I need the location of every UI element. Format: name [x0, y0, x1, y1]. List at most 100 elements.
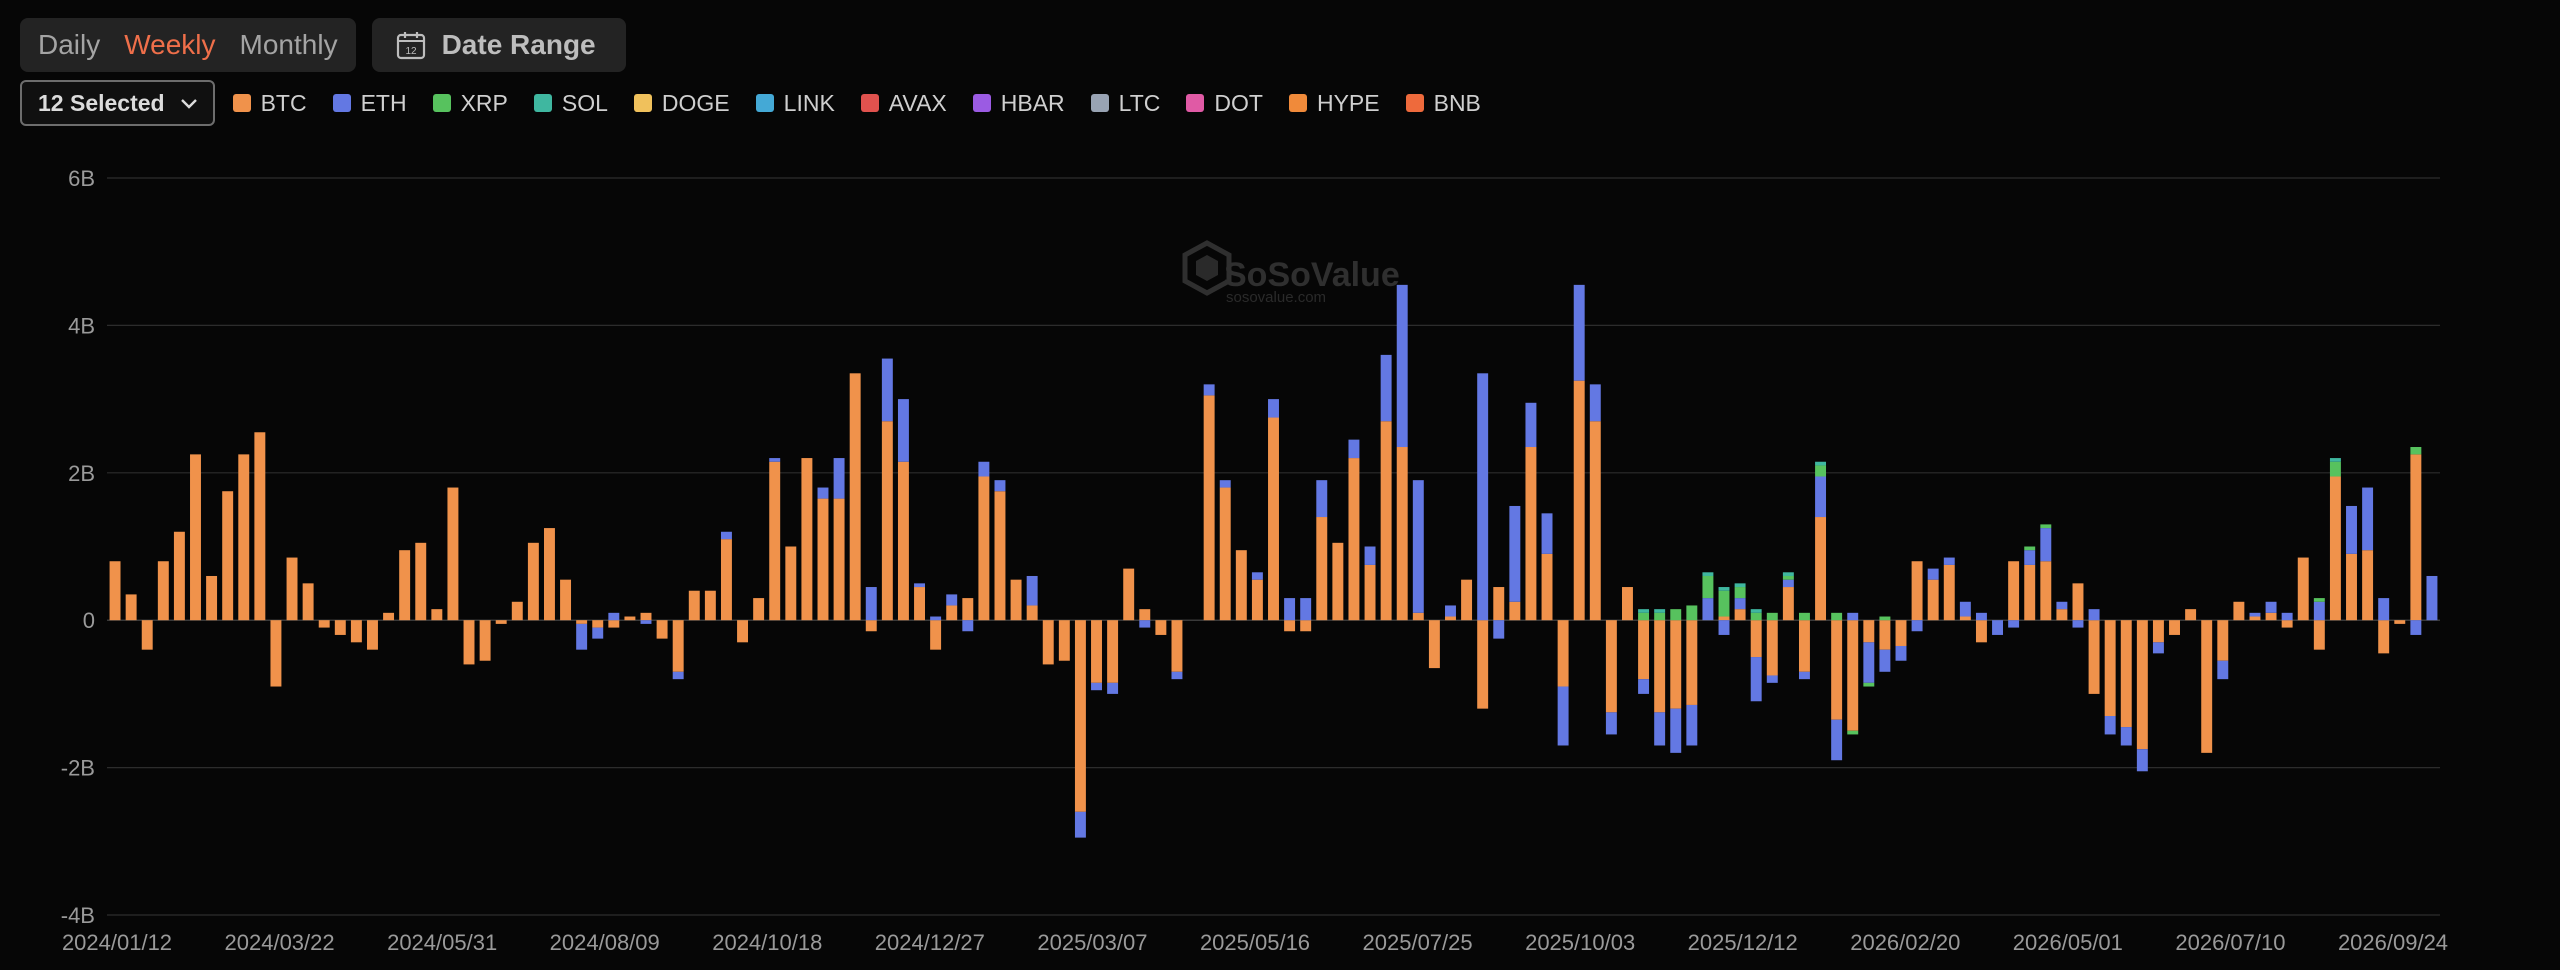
bar-eth-71[interactable]: [1251, 572, 1263, 580]
bar-btc-17[interactable]: [383, 612, 395, 621]
bar-btc-45[interactable]: [833, 498, 845, 621]
bar-btc-77[interactable]: [1348, 458, 1360, 621]
bar-eth-64[interactable]: [1139, 620, 1151, 628]
date-range-button[interactable]: 12 Date Range: [371, 18, 626, 72]
bar-xrp-137[interactable]: [2313, 598, 2325, 602]
bar-xrp-109[interactable]: [1863, 682, 1875, 687]
bar-xrp-110[interactable]: [1879, 616, 1891, 621]
legend-item-avax[interactable]: AVAX: [860, 90, 947, 117]
bar-btc-125[interactable]: [2120, 620, 2132, 728]
bar-btc-29[interactable]: [576, 620, 588, 624]
bar-eth-80[interactable]: [1396, 284, 1408, 448]
bar-eth-114[interactable]: [1943, 557, 1955, 565]
bar-xrp-102[interactable]: [1750, 612, 1762, 621]
bar-btc-83[interactable]: [1445, 616, 1456, 621]
bar-btc-2[interactable]: [141, 620, 153, 650]
bar-xrp-138[interactable]: [2329, 461, 2341, 477]
bar-btc-124[interactable]: [2104, 620, 2116, 717]
bar-btc-50[interactable]: [914, 587, 925, 621]
bar-btc-49[interactable]: [897, 461, 909, 621]
bar-eth-127[interactable]: [2152, 642, 2164, 654]
bar-eth-95[interactable]: [1638, 679, 1650, 694]
bar-eth-109[interactable]: [1863, 642, 1875, 683]
bar-eth-93[interactable]: [1605, 712, 1617, 735]
bar-btc-53[interactable]: [962, 598, 974, 621]
bar-btc-41[interactable]: [769, 461, 781, 621]
bar-btc-24[interactable]: [495, 620, 507, 624]
bar-eth-119[interactable]: [2024, 550, 2036, 565]
bar-eth-116[interactable]: [1975, 612, 1987, 621]
bar-btc-25[interactable]: [511, 601, 523, 621]
legend-item-xrp[interactable]: XRP: [432, 90, 508, 117]
bar-xrp-104[interactable]: [1782, 575, 1794, 580]
bar-sol-100[interactable]: [1718, 587, 1730, 591]
bar-btc-13[interactable]: [318, 620, 330, 628]
bar-eth-123[interactable]: [2088, 609, 2100, 621]
bar-eth-115[interactable]: [1959, 601, 1971, 617]
bar-btc-95[interactable]: [1638, 620, 1650, 680]
bar-btc-75[interactable]: [1316, 517, 1328, 621]
bar-eth-117[interactable]: [1992, 620, 2004, 635]
bar-eth-77[interactable]: [1348, 439, 1360, 459]
bar-btc-26[interactable]: [527, 542, 539, 621]
bar-btc-136[interactable]: [2297, 557, 2309, 621]
bar-eth-99[interactable]: [1702, 598, 1714, 621]
bar-eth-133[interactable]: [2249, 612, 2261, 617]
bar-eth-68[interactable]: [1203, 384, 1215, 396]
bar-btc-61[interactable]: [1091, 620, 1102, 683]
bar-eth-126[interactable]: [2136, 749, 2148, 772]
bar-btc-132[interactable]: [2233, 601, 2245, 621]
bar-xrp-143[interactable]: [2410, 447, 2422, 455]
bar-btc-139[interactable]: [2346, 553, 2357, 621]
bar-btc-16[interactable]: [367, 620, 378, 650]
bar-btc-14[interactable]: [334, 620, 346, 635]
bar-btc-143[interactable]: [2410, 454, 2422, 621]
bar-btc-56[interactable]: [1010, 579, 1022, 621]
bar-eth-134[interactable]: [2265, 601, 2277, 613]
bar-btc-82[interactable]: [1428, 620, 1440, 669]
bar-btc-11[interactable]: [286, 557, 298, 621]
bar-eth-124[interactable]: [2104, 716, 2116, 735]
bar-btc-28[interactable]: [560, 579, 572, 621]
bar-btc-54[interactable]: [978, 476, 990, 621]
legend-item-btc[interactable]: BTC: [232, 90, 307, 117]
bar-btc-109[interactable]: [1863, 620, 1875, 643]
bar-btc-21[interactable]: [447, 487, 459, 621]
bar-btc-113[interactable]: [1927, 579, 1939, 621]
bar-btc-9[interactable]: [254, 432, 266, 621]
bar-btc-97[interactable]: [1670, 620, 1682, 709]
asset-select-dropdown[interactable]: 12 Selected: [20, 80, 215, 126]
bar-btc-131[interactable]: [2217, 620, 2229, 661]
bar-btc-84[interactable]: [1461, 579, 1473, 621]
bar-btc-135[interactable]: [2281, 620, 2293, 628]
bar-sol-101[interactable]: [1734, 583, 1746, 588]
bar-eth-62[interactable]: [1107, 682, 1119, 694]
bar-eth-81[interactable]: [1412, 480, 1424, 613]
bar-btc-0[interactable]: [109, 561, 121, 621]
bar-btc-122[interactable]: [2072, 583, 2084, 621]
bar-btc-141[interactable]: [2378, 620, 2390, 654]
bar-btc-70[interactable]: [1235, 550, 1247, 621]
bar-btc-62[interactable]: [1107, 620, 1119, 683]
bar-eth-106[interactable]: [1815, 476, 1827, 518]
bar-sol-104[interactable]: [1782, 572, 1794, 576]
bar-xrp-119[interactable]: [2024, 546, 2036, 551]
bar-btc-114[interactable]: [1943, 564, 1955, 621]
bar-btc-91[interactable]: [1573, 380, 1585, 621]
bar-btc-118[interactable]: [2008, 561, 2020, 621]
bar-btc-22[interactable]: [463, 620, 475, 665]
bar-btc-126[interactable]: [2136, 620, 2148, 750]
bar-btc-47[interactable]: [865, 620, 877, 632]
bar-eth-51[interactable]: [930, 616, 942, 621]
bar-btc-123[interactable]: [2088, 620, 2100, 694]
bar-btc-33[interactable]: [640, 612, 652, 621]
bar-eth-98[interactable]: [1686, 704, 1698, 746]
bar-eth-30[interactable]: [592, 627, 604, 639]
bar-sol-106[interactable]: [1815, 461, 1827, 466]
bar-btc-100[interactable]: [1718, 616, 1730, 621]
bar-btc-19[interactable]: [415, 542, 427, 621]
bar-eth-143[interactable]: [2410, 620, 2422, 635]
bar-sol-138[interactable]: [2329, 458, 2341, 462]
bar-eth-96[interactable]: [1654, 712, 1666, 746]
tab-weekly[interactable]: Weekly: [124, 29, 216, 60]
